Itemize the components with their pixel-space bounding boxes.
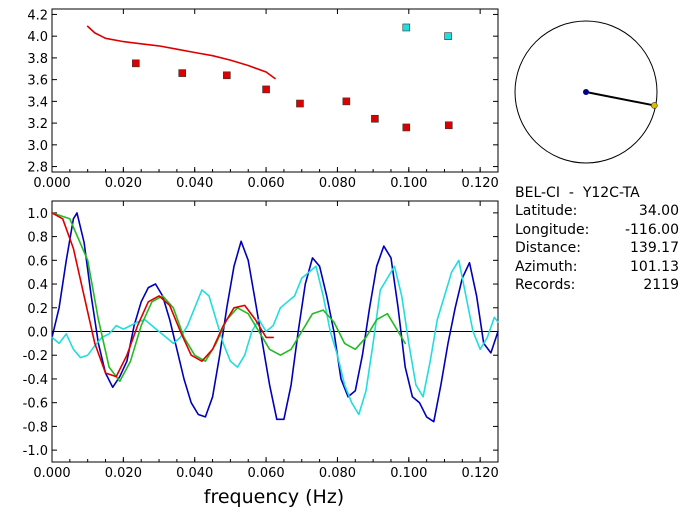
spectrum-ytick-label: 0.2 — [27, 302, 48, 317]
station-dot — [651, 102, 658, 109]
spectrum-panel: 0.000 0.020 0.040 0.060 0.080 0.100 0.120 -1.0 -… — [23, 200, 499, 508]
dispersion-ytick-label: 4.0 — [27, 30, 48, 45]
dispersion-ticks: 0.000 0.020 0.040 0.060 0.080 0.100 0.120 2.8 3.… — [27, 8, 498, 191]
longitude-value: -116.00 — [624, 221, 679, 238]
azimuth-circle — [514, 20, 658, 164]
dispersion-marker — [444, 121, 453, 130]
dispersion-marker — [342, 97, 351, 106]
station-title: BEL-CI - Y12C-TA — [515, 185, 640, 201]
dispersion-marker — [132, 59, 140, 68]
azimuth-panel — [514, 20, 658, 164]
distance-label: Distance: — [515, 240, 581, 257]
latitude-label: Latitude: — [515, 203, 578, 220]
x-axis-label: frequency (Hz) — [204, 486, 344, 508]
spectrum-series-line-0 — [51, 212, 499, 423]
station-info: BEL-CI - Y12C-TA Latitude: 34.00 Longitud… — [515, 184, 679, 294]
dispersion-xtick-label: 0.080 — [319, 176, 356, 191]
spectrum-ytick-label: -1.0 — [23, 444, 48, 459]
dispersion-frame — [51, 8, 499, 173]
spectrum-ytick-label: 0.6 — [27, 254, 48, 269]
spectrum-ytick-label: -0.4 — [23, 373, 48, 388]
spectrum-ytick-label: -0.2 — [23, 349, 48, 364]
dispersion-marker — [178, 69, 187, 77]
dispersion-ytick-label: 3.0 — [27, 139, 48, 154]
spectrum-ytick-label: 0.8 — [27, 231, 48, 246]
spectrum-ticks: 0.000 0.020 0.040 0.060 0.080 0.100 0.120 -1.0 -… — [23, 201, 499, 481]
latitude-value: 34.00 — [638, 203, 679, 220]
spectrum-ytick-label: 1.0 — [27, 207, 48, 222]
dispersion-marker — [402, 23, 411, 32]
spectrum-ytick-label: 0.4 — [27, 278, 48, 293]
dispersion-ytick-label: 4.2 — [27, 8, 48, 23]
azimuth-row: Azimuth: 101.13 — [515, 258, 679, 276]
spectrum-xtick-label: 0.080 — [319, 466, 356, 481]
latitude-row: Latitude: 34.00 — [515, 202, 679, 220]
dispersion-xtick-label: 0.020 — [105, 176, 142, 191]
azimuth-line — [585, 91, 655, 107]
dispersion-xtick-label: 0.060 — [247, 176, 284, 191]
records-row: Records: 2119 — [515, 276, 679, 294]
dispersion-ytick-label: 3.2 — [27, 117, 48, 132]
dispersion-marker — [444, 32, 452, 40]
spectrum-series-line-1 — [51, 259, 499, 416]
distance-row: Distance: 139.17 — [515, 239, 679, 257]
longitude-row: Longitude: -116.00 — [515, 221, 679, 239]
spectrum-ytick-label: -0.6 — [23, 397, 48, 412]
spectrum-ytick-label: -0.8 — [23, 420, 48, 435]
dispersion-marker — [371, 114, 379, 123]
longitude-label: Longitude: — [515, 221, 590, 238]
records-value: 2119 — [643, 277, 679, 294]
azimuth-value: 101.13 — [630, 258, 679, 275]
spectrum-xtick-label: 0.120 — [462, 466, 499, 481]
dispersion-ytick-label: 2.8 — [27, 161, 48, 176]
dispersion-xtick-label: 0.000 — [33, 176, 70, 191]
spectrum-xtick-label: 0.020 — [105, 466, 142, 481]
dispersion-ytick-label: 3.6 — [27, 74, 48, 89]
azimuth-label: Azimuth: — [515, 258, 578, 275]
spectrum-xtick-label: 0.040 — [176, 466, 213, 481]
dispersion-series-line-0 — [86, 25, 276, 80]
dispersion-ytick-label: 3.8 — [27, 52, 48, 67]
dispersion-series — [86, 23, 453, 132]
spectrum-xtick-label: 0.060 — [247, 466, 284, 481]
spectrum-ytick-label: 0.0 — [27, 326, 48, 341]
dispersion-panel: 0.000 0.020 0.040 0.060 0.080 0.100 0.120 2.8 3.… — [27, 8, 498, 191]
epicenter-dot — [583, 89, 589, 95]
records-label: Records: — [515, 277, 576, 294]
spectrum-series — [51, 212, 499, 423]
spectrum-xtick-label: 0.100 — [390, 466, 427, 481]
dispersion-xtick-label: 0.100 — [390, 176, 427, 191]
dispersion-marker — [223, 71, 231, 80]
dispersion-marker — [262, 85, 270, 94]
distance-value: 139.17 — [630, 240, 679, 257]
dispersion-xtick-label: 0.040 — [176, 176, 213, 191]
spectrum-series-line-3 — [51, 212, 275, 378]
dispersion-marker — [296, 99, 304, 108]
dispersion-marker — [402, 123, 411, 132]
spectrum-xtick-label: 0.000 — [33, 466, 70, 481]
dispersion-ytick-label: 3.4 — [27, 95, 48, 110]
dispersion-xtick-label: 0.120 — [462, 176, 499, 191]
